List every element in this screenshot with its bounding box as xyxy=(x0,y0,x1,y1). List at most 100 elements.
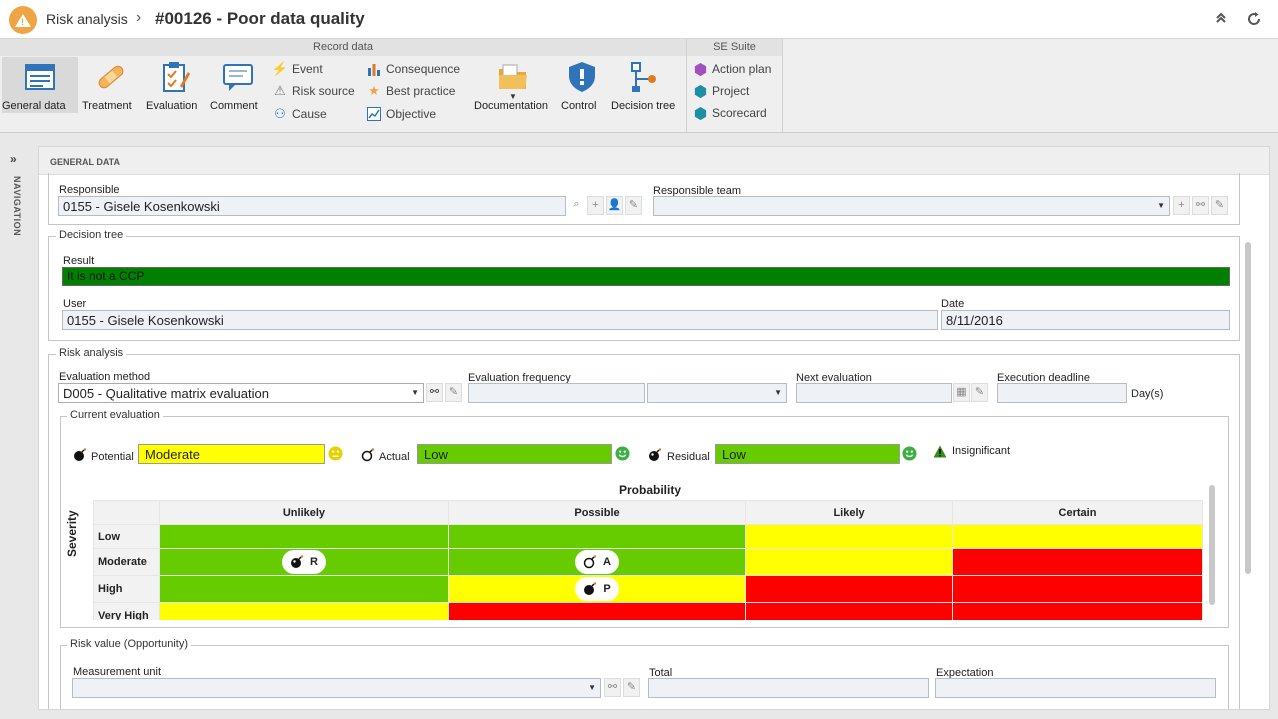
total-field[interactable] xyxy=(648,678,929,698)
current-evaluation-section: Current evaluation xyxy=(60,409,1229,628)
risk-source-icon: ⚠ xyxy=(274,83,286,98)
general-data-button[interactable]: General data xyxy=(2,57,78,113)
matrix-cell[interactable] xyxy=(159,575,449,603)
matrix-col-likely: Likely xyxy=(745,500,953,525)
treatment-button[interactable]: Treatment xyxy=(82,57,140,113)
matrix-cell[interactable] xyxy=(951,524,1203,549)
happy-face-icon xyxy=(615,446,630,461)
warning-triangle-icon xyxy=(933,445,947,458)
clear-icon[interactable]: ✎ xyxy=(445,383,462,402)
potential-label: Potential xyxy=(91,451,134,463)
matrix-cell[interactable] xyxy=(159,602,449,620)
user-icon[interactable]: 👤 xyxy=(606,196,623,215)
next-evaluation-field[interactable] xyxy=(796,383,952,403)
matrix-cell[interactable] xyxy=(951,602,1203,620)
user-label: User xyxy=(63,298,87,310)
risk-matrix: Unlikely Possible Likely Certain Low Mod… xyxy=(93,500,1203,620)
search-icon[interactable]: ⌕ xyxy=(573,198,580,210)
binoculars-icon[interactable]: ⚯ xyxy=(426,383,443,402)
bomb-actual-icon xyxy=(583,555,597,569)
ribbon-group-record-data: Record data xyxy=(0,39,686,56)
add-icon[interactable]: + xyxy=(587,196,604,215)
matrix-cell[interactable] xyxy=(951,548,1203,576)
residual-marker: R xyxy=(281,550,326,574)
event-button[interactable]: ⚡ Event xyxy=(271,61,323,76)
deadline-unit-label: Day(s) xyxy=(1131,388,1164,400)
potential-value: Moderate xyxy=(138,444,325,464)
binoculars-icon[interactable]: ⚯ xyxy=(604,678,621,697)
happy-face-icon xyxy=(902,446,917,461)
scorecard-button[interactable]: Scorecard xyxy=(692,104,767,122)
cause-icon: ⚇ xyxy=(274,106,286,121)
cause-button[interactable]: ⚇ Cause xyxy=(272,105,327,123)
matrix-row-very-high: Very High xyxy=(93,602,1203,620)
evaluation-method-select[interactable]: D005 - Qualitative matrix evaluation xyxy=(58,383,424,403)
clear-icon[interactable]: ✎ xyxy=(625,196,642,215)
control-button[interactable]: Control xyxy=(561,57,603,113)
evaluation-frequency-unit-select[interactable] xyxy=(647,383,787,403)
responsible-label: Responsible xyxy=(59,184,120,196)
matrix-cell[interactable] xyxy=(447,524,747,549)
measurement-unit-select[interactable] xyxy=(72,678,601,698)
documentation-button[interactable]: Documentation ▼ xyxy=(474,57,552,113)
objective-button[interactable]: Objective xyxy=(366,105,436,123)
risk-analysis-legend: Risk analysis xyxy=(56,347,127,359)
matrix-scrollbar[interactable] xyxy=(1209,485,1215,605)
comment-button[interactable]: Comment xyxy=(210,57,266,113)
clear-icon[interactable]: ✎ xyxy=(1211,196,1228,215)
severity-title: Severity xyxy=(65,510,79,557)
collapse-up-icon[interactable] xyxy=(1212,11,1230,29)
ribbon-toolbar: Record data SE Suite General data Treatm… xyxy=(0,39,1278,133)
matrix-cell[interactable] xyxy=(447,602,747,620)
best-practice-button[interactable]: ★ Best practice xyxy=(366,82,455,100)
potential-marker: P xyxy=(575,577,619,601)
line-chart-icon xyxy=(366,106,382,122)
calendar-icon[interactable]: ▦ xyxy=(953,383,970,402)
risk-analysis-logo-icon: ! xyxy=(9,6,37,34)
shield-icon xyxy=(569,62,595,92)
matrix-cell[interactable] xyxy=(159,524,449,549)
binoculars-icon[interactable]: ⚯ xyxy=(1192,196,1209,215)
measurement-unit-label: Measurement unit xyxy=(73,666,162,678)
action-plan-button[interactable]: Action plan xyxy=(692,60,771,78)
result-field: It is not a CCP xyxy=(62,267,1230,286)
ribbon-group-se-suite: SE Suite xyxy=(687,39,782,56)
risk-source-button[interactable]: ⚠ Risk source xyxy=(272,82,355,100)
responsible-team-select[interactable] xyxy=(653,196,1170,216)
add-icon[interactable]: + xyxy=(1173,196,1190,215)
matrix-cell[interactable] xyxy=(745,575,953,603)
decision-tree-section: Decision tree xyxy=(48,229,1240,341)
refresh-icon[interactable] xyxy=(1245,11,1263,29)
clear-icon[interactable]: ✎ xyxy=(971,383,988,402)
clear-icon[interactable]: ✎ xyxy=(623,678,640,697)
matrix-cell[interactable] xyxy=(745,548,953,576)
matrix-cell[interactable]: A xyxy=(447,548,747,576)
navigation-strip[interactable]: » NAVIGATION xyxy=(0,140,35,719)
responsible-field[interactable]: 0155 - Gisele Kosenkowski xyxy=(58,196,566,216)
evaluation-frequency-field[interactable] xyxy=(468,383,645,403)
expectation-field[interactable] xyxy=(935,678,1216,698)
breadcrumb-app[interactable]: Risk analysis xyxy=(46,11,128,27)
probability-title: Probability xyxy=(619,483,682,497)
consequence-button[interactable]: Consequence xyxy=(366,60,460,78)
lightning-icon: ⚡ xyxy=(271,61,289,76)
evaluation-button[interactable]: Evaluation xyxy=(146,57,204,113)
decision-tree-button[interactable]: Decision tree xyxy=(611,57,679,113)
expand-navigation-icon[interactable]: » xyxy=(10,152,17,166)
execution-deadline-field[interactable] xyxy=(997,383,1127,403)
matrix-cell[interactable] xyxy=(745,524,953,549)
vertical-scrollbar[interactable] xyxy=(1245,242,1251,574)
execution-deadline-label: Execution deadline xyxy=(997,372,1090,384)
matrix-cell[interactable] xyxy=(951,575,1203,603)
bar-chart-icon xyxy=(366,61,382,77)
risk-value-section: Risk value (Opportunity) xyxy=(60,638,1229,709)
responsible-team-label: Responsible team xyxy=(653,185,742,197)
matrix-row-label: Moderate xyxy=(93,548,160,576)
project-button[interactable]: Project xyxy=(692,82,749,100)
matrix-cell[interactable] xyxy=(745,602,953,620)
current-evaluation-legend: Current evaluation xyxy=(67,409,163,421)
matrix-cell[interactable]: P xyxy=(447,575,747,603)
evaluation-frequency-label: Evaluation frequency xyxy=(468,372,571,384)
comment-icon xyxy=(223,64,253,91)
matrix-cell[interactable]: R xyxy=(159,548,449,576)
